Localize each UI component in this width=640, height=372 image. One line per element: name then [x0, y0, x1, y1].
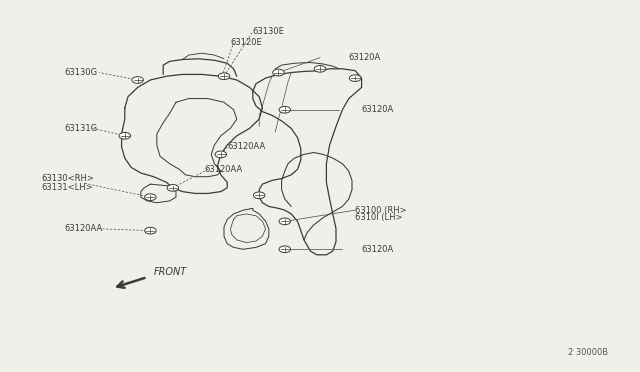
Circle shape	[132, 77, 143, 83]
Circle shape	[119, 132, 131, 139]
Circle shape	[273, 69, 284, 76]
Circle shape	[218, 73, 230, 80]
Text: 63120AA: 63120AA	[205, 165, 243, 174]
Text: 63131<LH>: 63131<LH>	[42, 183, 93, 192]
Circle shape	[167, 185, 179, 191]
Circle shape	[145, 227, 156, 234]
Text: 63120AA: 63120AA	[227, 142, 266, 151]
Text: 63120A: 63120A	[362, 245, 394, 254]
Text: 63120AA: 63120AA	[64, 224, 102, 233]
Text: 63120A: 63120A	[349, 53, 381, 62]
Circle shape	[145, 194, 156, 201]
Circle shape	[279, 218, 291, 225]
Text: 63120E: 63120E	[230, 38, 262, 47]
Circle shape	[279, 246, 291, 253]
Circle shape	[279, 106, 291, 113]
Text: 63131G: 63131G	[64, 124, 97, 133]
Text: 63130<RH>: 63130<RH>	[42, 174, 95, 183]
Text: 6310l (LH>: 6310l (LH>	[355, 213, 403, 222]
Circle shape	[314, 65, 326, 72]
Text: 63120A: 63120A	[362, 105, 394, 114]
Text: 63100 (RH>: 63100 (RH>	[355, 206, 407, 215]
Text: FRONT: FRONT	[154, 267, 187, 276]
Circle shape	[349, 75, 361, 81]
Circle shape	[215, 151, 227, 158]
Circle shape	[253, 192, 265, 199]
Text: 63130E: 63130E	[253, 27, 285, 36]
Text: 63130G: 63130G	[64, 68, 97, 77]
Text: 2 30000B: 2 30000B	[568, 348, 608, 357]
